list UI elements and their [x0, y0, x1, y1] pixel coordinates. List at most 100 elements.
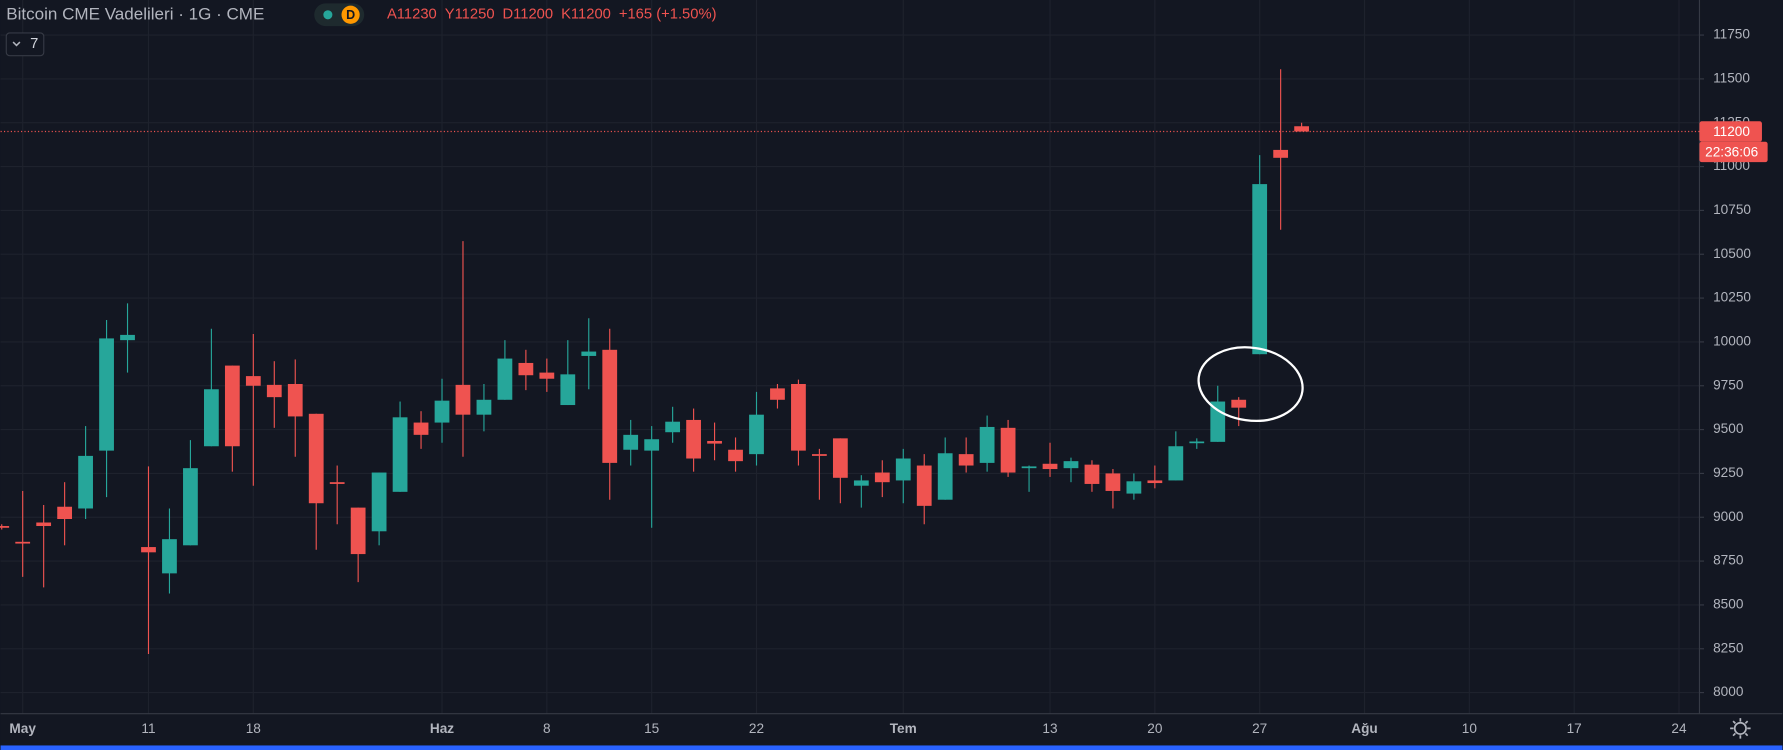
x-tick-label: 17: [1567, 721, 1582, 736]
candles: [0, 69, 1309, 655]
candle-body: [266, 384, 282, 398]
candle-body: [602, 349, 618, 463]
candle-body: [434, 400, 450, 423]
y-tick-label: 11750: [1713, 27, 1750, 42]
gear-ring: [1733, 721, 1747, 735]
candle-body: [916, 465, 932, 506]
badge: D: [346, 8, 355, 22]
x-tick-label: Ağu: [1351, 721, 1377, 736]
x-tick-label: 10: [1462, 721, 1478, 736]
badge-circle: [341, 5, 360, 24]
candle-body: [392, 417, 408, 492]
x-tick-label: 27: [1252, 721, 1267, 736]
x-tick-label: 20: [1147, 721, 1163, 736]
candle-body: [162, 539, 177, 574]
candle-body: [895, 458, 911, 481]
candle-body: [141, 547, 156, 553]
candle-body: [1231, 399, 1247, 408]
bottom-border: [0, 745, 1783, 750]
candle-body: [36, 522, 52, 527]
indicator-toggle[interactable]: [5, 32, 45, 57]
y-tick-label: 8500: [1713, 597, 1744, 612]
readout-item: +165 (+1.50%): [619, 7, 717, 23]
candle-body: [749, 414, 764, 455]
candle-body: [1105, 473, 1121, 491]
readout-item: A11230: [387, 7, 437, 23]
candle-body: [770, 388, 785, 400]
candle-body: [623, 434, 639, 450]
candle-body: [308, 413, 324, 504]
candle-body: [958, 454, 974, 466]
y-tick-label: 8250: [1713, 640, 1744, 655]
readout-item: Y11250: [445, 7, 495, 23]
market-status-dot: [323, 10, 333, 20]
candle-body: [224, 365, 240, 447]
x-tick-label: 18: [246, 721, 261, 736]
candle-body: [1294, 126, 1309, 132]
y-tick-label: 11500: [1713, 70, 1750, 85]
axes: 8000825085008750900092509500975010000102…: [0, 27, 1768, 736]
candle-body: [728, 449, 743, 462]
candle-body: [57, 506, 73, 520]
symbol-title[interactable]: Bitcoin CME Vadelileri · 1G · CME: [6, 4, 264, 23]
countdown-box: [1699, 141, 1768, 163]
candle-body: [832, 438, 848, 478]
y-tick-label: 8000: [1713, 684, 1744, 699]
indicator-count: 7: [30, 36, 38, 52]
candle-body: [665, 421, 681, 433]
candle-body: [476, 399, 492, 415]
candle-body: [78, 455, 93, 509]
y-tick-label: 10500: [1713, 246, 1751, 261]
candle-body: [560, 374, 576, 406]
candle-body: [707, 440, 722, 444]
annotation-circle[interactable]: [1194, 341, 1308, 428]
chevron-icon: [12, 41, 21, 47]
candle-body: [1084, 464, 1100, 484]
y-tick-label: 9750: [1713, 377, 1744, 392]
candle-body: [183, 468, 198, 546]
candle-body: [1252, 184, 1268, 355]
candle-body: [791, 383, 806, 451]
candle-body: [413, 422, 429, 435]
candle-body: [853, 480, 869, 486]
candle-body: [120, 334, 135, 341]
candle-body: [979, 426, 995, 463]
y-tick-label: 10250: [1713, 290, 1751, 305]
candle-body: [1021, 466, 1037, 469]
candle-body: [812, 454, 827, 456]
x-tick-label: 8: [543, 721, 551, 736]
candle-body: [1063, 461, 1079, 469]
ohlc-readout: A11230 Y11250 D11200 K11200 +165 (+1.50%): [387, 7, 717, 23]
candle-body: [1042, 463, 1058, 470]
candle-body: [1189, 441, 1205, 444]
y-tick-label: 10000: [1713, 334, 1751, 349]
y-tick-label: 9250: [1713, 465, 1744, 480]
x-tick-label: 24: [1671, 721, 1687, 736]
x-tick-label: 22: [749, 721, 764, 736]
candle-body: [455, 384, 471, 415]
candle-body: [371, 472, 387, 532]
x-tick-label: 15: [644, 721, 659, 736]
candle-body: [245, 376, 261, 386]
candle-body: [1126, 481, 1142, 494]
last-price-box: [1699, 121, 1762, 142]
gear-teeth: [1730, 718, 1751, 739]
candle-body: [1273, 149, 1289, 158]
candle-body: [497, 358, 513, 400]
candle-body: [539, 372, 555, 379]
countdown: 22:36:06: [1705, 145, 1758, 160]
candle-body: [329, 482, 345, 484]
candle-body: [204, 389, 219, 447]
last-price-label: 11200: [1713, 124, 1750, 139]
candle-body: [581, 351, 597, 356]
candle-body: [518, 362, 534, 376]
x-tick-label: 11: [141, 721, 155, 736]
candle-body: [0, 526, 10, 528]
candle-body: [937, 453, 953, 500]
candle-body: [99, 338, 114, 451]
settings-icon[interactable]: [1730, 718, 1751, 739]
candle-body: [350, 507, 366, 555]
x-tick-label: May: [9, 721, 36, 736]
